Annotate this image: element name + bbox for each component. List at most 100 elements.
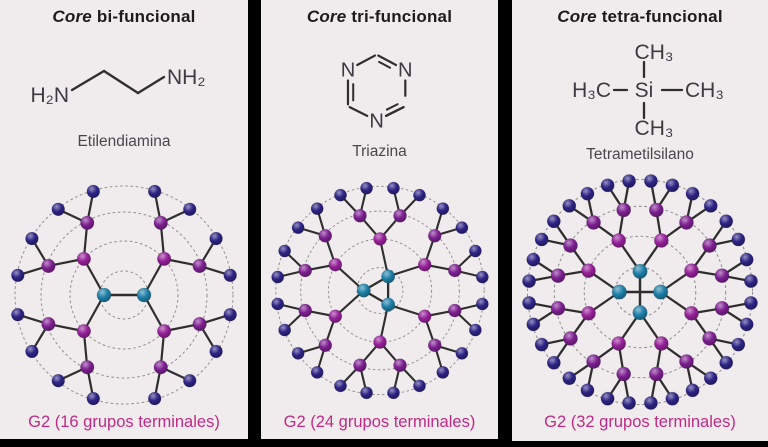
g2-node	[317, 338, 332, 353]
dendrimer-diagram-g2-24	[270, 181, 489, 400]
g1-node	[417, 257, 431, 272]
terminal-node	[277, 323, 291, 337]
nitrogen-label: N	[341, 60, 355, 82]
terminal-node	[454, 346, 468, 360]
dendrimer-bonds	[276, 187, 483, 394]
nitrogen-label: N	[369, 110, 383, 132]
g1-node	[157, 324, 172, 339]
panel-title: Core bi-funcional	[0, 7, 248, 27]
terminal-node	[644, 174, 658, 188]
g2-node	[586, 354, 601, 369]
terminal-node	[86, 184, 101, 199]
terminal-node	[468, 323, 482, 337]
dendrimer-bonds	[527, 179, 753, 405]
core-node	[632, 263, 648, 279]
terminal-node	[435, 365, 449, 379]
terminal-node	[703, 371, 718, 386]
terminal-node	[622, 396, 636, 410]
g2-node	[352, 358, 367, 373]
g2-node	[648, 202, 664, 218]
g2-node	[427, 338, 442, 353]
g2-node	[153, 215, 168, 230]
terminal-node	[703, 198, 718, 213]
terminal-node	[270, 270, 284, 284]
g1-node	[157, 251, 172, 266]
methyl-label: CH₃	[685, 79, 724, 102]
terminal-node	[51, 202, 65, 217]
panel-bifunctional-core: Core bi-funcional H₂N NH₂ Etilendiamina G…	[0, 0, 248, 439]
title-core-word: Core	[52, 7, 92, 26]
terminal-node	[731, 232, 746, 247]
g2-node	[648, 366, 664, 382]
bond-line	[377, 54, 398, 67]
bond-line	[356, 54, 377, 67]
dendrimer-bonds	[16, 190, 232, 400]
terminal-node	[522, 274, 536, 288]
dendrimer-nodes	[11, 184, 237, 406]
terminal-node	[665, 178, 680, 193]
terminal-node	[51, 373, 65, 388]
dendrimer-nodes	[522, 174, 758, 410]
g2-node	[153, 360, 168, 375]
amine-right-label: NH₂	[167, 66, 205, 89]
terminal-node	[412, 379, 426, 393]
title-core-word: Core	[557, 7, 597, 26]
terminal-node	[731, 337, 746, 352]
terminal-node	[223, 268, 237, 283]
terminal-node	[223, 307, 237, 322]
methyl-label: CH₃	[635, 117, 674, 140]
terminal-node	[183, 373, 197, 388]
terminal-node	[562, 371, 577, 386]
terminal-node	[147, 391, 162, 406]
title-rest: tri-funcional	[346, 7, 453, 26]
g2-node	[392, 208, 407, 223]
terminal-node	[386, 386, 400, 400]
terminal-node	[209, 344, 223, 359]
terminal-node	[359, 386, 373, 400]
g1-node	[417, 309, 431, 324]
generation-ring	[526, 178, 754, 406]
terminal-node	[522, 296, 536, 310]
terminal-node	[291, 346, 305, 360]
g2-node	[80, 360, 95, 375]
g2-node	[192, 258, 207, 274]
molecule-name: Etilendiamina	[77, 133, 171, 150]
dendrimer-diagram-g2-32	[522, 174, 758, 410]
g2-node	[616, 366, 632, 382]
terminal-node	[685, 186, 700, 201]
generation-caption: G2 (16 grupos terminales)	[28, 413, 220, 431]
core-node	[380, 297, 395, 312]
terminal-node	[270, 297, 284, 311]
terminal-node	[25, 344, 39, 359]
terminal-node	[622, 174, 636, 188]
g1-node	[684, 306, 699, 321]
g1-node	[328, 257, 342, 272]
amine-left-label: H₂N	[31, 84, 69, 107]
terminal-node	[468, 244, 482, 258]
g1-node	[654, 336, 669, 351]
g2-node	[80, 215, 95, 230]
g1-node	[76, 251, 91, 266]
core-node	[356, 283, 371, 298]
core-node	[136, 287, 152, 303]
g2-node	[192, 316, 207, 332]
molecule-name: Triazina	[352, 143, 407, 160]
g2-node	[586, 215, 601, 230]
terminal-node	[359, 181, 373, 195]
g2-node	[563, 331, 578, 346]
terminal-node	[454, 221, 468, 235]
title-rest: bi-funcional	[91, 7, 196, 26]
g1-node	[372, 232, 387, 246]
g2-node	[702, 238, 717, 253]
bond-line	[102, 69, 140, 95]
generation-ring	[299, 210, 460, 371]
tetramethylsilane-structure: Si CH₃ CH₃ CH₃ H₃C	[572, 41, 724, 140]
g2-node	[550, 268, 566, 284]
terminal-node	[435, 202, 449, 216]
title-core-word: Core	[306, 7, 347, 26]
terminal-node	[475, 270, 489, 284]
panel-title: Core tetra-funcional	[512, 7, 768, 27]
terminal-node	[580, 383, 595, 398]
generation-caption: G2 (32 grupos terminales)	[544, 413, 736, 431]
